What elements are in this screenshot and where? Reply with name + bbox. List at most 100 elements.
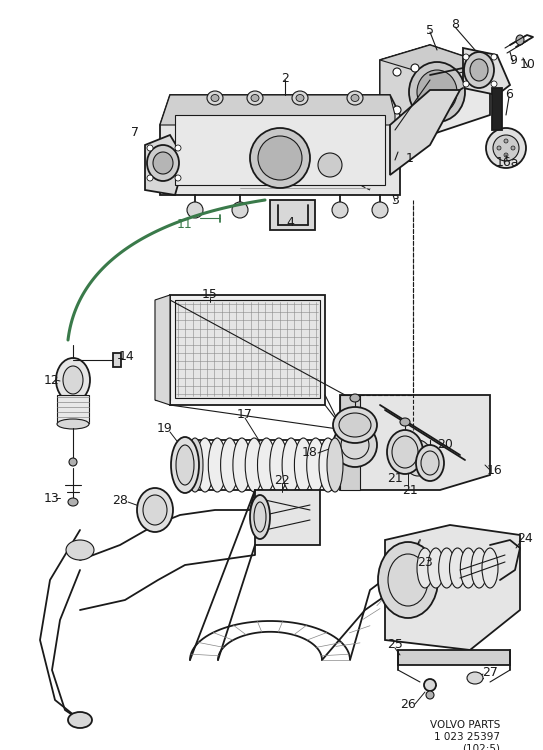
Ellipse shape [463, 81, 469, 87]
Ellipse shape [463, 54, 469, 60]
Ellipse shape [333, 423, 377, 467]
Text: 22: 22 [274, 473, 290, 487]
Ellipse shape [491, 81, 497, 87]
Ellipse shape [332, 202, 348, 218]
Ellipse shape [175, 145, 181, 151]
Ellipse shape [68, 498, 78, 506]
Ellipse shape [69, 458, 77, 466]
Ellipse shape [207, 91, 223, 105]
Text: 2: 2 [281, 71, 289, 85]
Ellipse shape [493, 135, 519, 161]
Ellipse shape [411, 64, 419, 72]
Ellipse shape [187, 202, 203, 218]
Ellipse shape [421, 451, 439, 475]
Polygon shape [398, 650, 510, 665]
Ellipse shape [341, 431, 369, 459]
Text: 24: 24 [517, 532, 533, 544]
Polygon shape [390, 90, 460, 175]
Text: 5: 5 [426, 23, 434, 37]
Ellipse shape [350, 394, 360, 402]
Ellipse shape [137, 488, 173, 532]
Ellipse shape [187, 438, 203, 492]
Ellipse shape [409, 62, 465, 122]
Ellipse shape [339, 413, 371, 437]
Ellipse shape [482, 548, 498, 588]
Ellipse shape [404, 440, 432, 476]
Ellipse shape [491, 54, 497, 60]
Ellipse shape [258, 136, 302, 180]
Ellipse shape [393, 68, 401, 76]
Text: 25: 25 [387, 638, 403, 652]
Text: 23: 23 [417, 556, 433, 568]
Ellipse shape [486, 128, 526, 168]
Ellipse shape [68, 712, 92, 728]
Ellipse shape [211, 94, 219, 101]
Text: 16a: 16a [495, 155, 519, 169]
Ellipse shape [464, 52, 494, 88]
Ellipse shape [471, 548, 487, 588]
Ellipse shape [511, 146, 515, 150]
Text: 6: 6 [505, 88, 513, 101]
Ellipse shape [351, 94, 359, 101]
Polygon shape [380, 45, 490, 78]
Ellipse shape [417, 548, 433, 588]
Text: 14: 14 [119, 350, 135, 364]
Text: 17: 17 [237, 409, 253, 422]
Ellipse shape [439, 548, 454, 588]
Text: 21: 21 [387, 472, 403, 484]
Text: 27: 27 [482, 665, 498, 679]
Ellipse shape [387, 430, 423, 474]
Ellipse shape [245, 438, 263, 492]
Ellipse shape [143, 495, 167, 525]
Ellipse shape [282, 438, 300, 492]
Ellipse shape [153, 152, 173, 174]
Text: 26: 26 [400, 698, 416, 712]
Ellipse shape [467, 672, 483, 684]
Ellipse shape [307, 438, 325, 492]
Ellipse shape [63, 366, 83, 394]
Text: 18: 18 [302, 446, 318, 460]
Bar [155, 300, 170, 400]
Ellipse shape [470, 59, 488, 81]
Ellipse shape [319, 438, 337, 492]
Ellipse shape [516, 35, 524, 45]
Polygon shape [340, 395, 490, 490]
Bar [492, 88, 502, 130]
Ellipse shape [270, 438, 288, 492]
Ellipse shape [400, 418, 410, 426]
Text: 15: 15 [202, 289, 218, 302]
Ellipse shape [57, 419, 89, 429]
Text: VOLVO PARTS
1 023 25397
(102:5): VOLVO PARTS 1 023 25397 (102:5) [430, 720, 500, 750]
Polygon shape [255, 490, 320, 545]
Ellipse shape [292, 91, 308, 105]
Text: 28: 28 [112, 494, 128, 506]
Polygon shape [380, 45, 490, 135]
Text: 8: 8 [451, 19, 459, 32]
Text: 4: 4 [286, 215, 294, 229]
Ellipse shape [147, 145, 153, 151]
Polygon shape [160, 95, 400, 195]
Ellipse shape [196, 438, 214, 492]
Ellipse shape [254, 502, 266, 532]
Ellipse shape [327, 438, 343, 492]
Ellipse shape [378, 542, 438, 618]
Ellipse shape [393, 106, 401, 114]
Text: 20: 20 [437, 439, 453, 452]
Polygon shape [145, 135, 185, 195]
Ellipse shape [372, 202, 388, 218]
Text: 12: 12 [44, 374, 60, 386]
Bar [113, 353, 121, 367]
Ellipse shape [504, 153, 508, 157]
Polygon shape [155, 295, 170, 405]
Ellipse shape [232, 202, 248, 218]
Ellipse shape [147, 175, 153, 181]
Ellipse shape [171, 437, 199, 493]
Bar [175, 300, 320, 398]
Bar [57, 395, 89, 423]
Ellipse shape [426, 691, 434, 699]
Bar [270, 200, 315, 230]
Ellipse shape [294, 438, 312, 492]
Text: 19: 19 [157, 422, 173, 434]
Text: 10: 10 [520, 58, 536, 71]
Ellipse shape [347, 91, 363, 105]
